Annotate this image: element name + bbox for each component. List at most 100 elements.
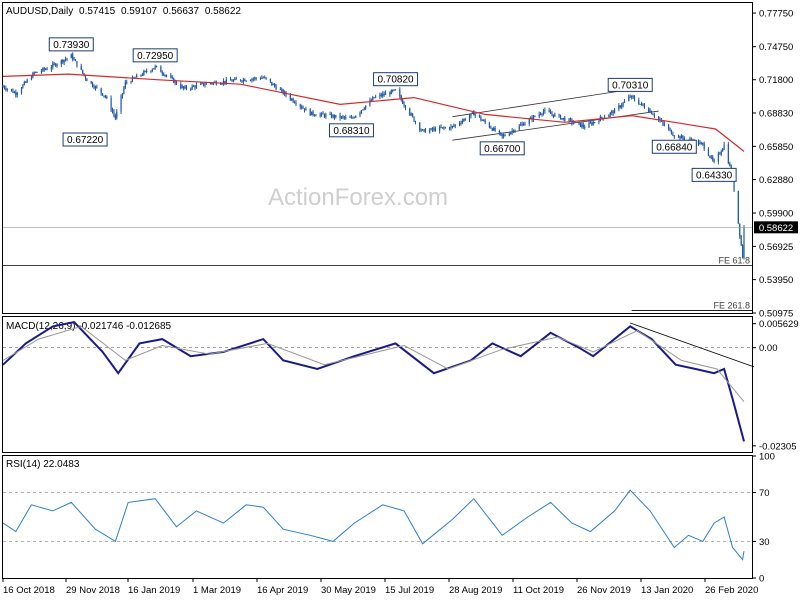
candle-body: [175, 81, 178, 85]
candle-body: [598, 121, 600, 123]
candle-body: [439, 126, 441, 131]
price-y-tick-label: 0.65850: [759, 142, 793, 153]
candle-body: [64, 59, 67, 61]
candle-body: [242, 79, 244, 82]
candle-body: [66, 58, 68, 60]
ohlc-low: 0.56637: [163, 6, 200, 17]
candle-body: [444, 127, 446, 129]
candle-body: [190, 88, 192, 90]
candle-body: [430, 128, 432, 130]
candle-body: [124, 82, 126, 88]
candle-body: [404, 105, 407, 109]
candle-body: [450, 126, 452, 129]
candle-body: [164, 75, 166, 77]
macd-y-tick-label: -0.02305: [759, 441, 797, 452]
candle-body: [322, 113, 324, 115]
candle-body: [414, 121, 417, 123]
x-tick-label: 30 May 2019: [321, 585, 376, 596]
price-annotation-label: 0.73930: [53, 40, 90, 51]
candle-body: [621, 105, 623, 108]
candle-body: [329, 114, 331, 116]
candle-body: [697, 140, 700, 145]
candle-body: [431, 128, 434, 130]
candle-body: [76, 61, 78, 67]
candle-body: [370, 100, 372, 102]
x-tick-label: 28 Aug 2019: [449, 585, 502, 596]
candle-body: [200, 83, 202, 85]
price-y-tick-label: 0.56925: [759, 242, 793, 253]
candle-body: [195, 84, 198, 88]
candle-body: [221, 83, 223, 85]
candle-body: [94, 86, 97, 89]
candle-body: [269, 78, 271, 82]
candle-body: [722, 148, 724, 152]
candle-body: [43, 68, 45, 70]
candle-body: [292, 98, 294, 102]
watermark: ActionForex.com: [268, 184, 448, 211]
candle-body: [184, 86, 186, 89]
candle-body: [588, 122, 590, 128]
candle-body: [458, 123, 461, 125]
candle-body: [569, 118, 572, 120]
candle-body: [549, 112, 552, 114]
candle-body: [528, 119, 530, 124]
price-candles: [2, 52, 745, 260]
candle-body: [154, 65, 156, 69]
candle-body: [538, 114, 540, 117]
ohlc-high: 0.59107: [121, 6, 158, 17]
candle-body: [402, 99, 404, 104]
candle-body: [293, 101, 296, 103]
price-y-tick-label: 0.71800: [759, 75, 793, 86]
candle-body: [601, 116, 603, 118]
candle-body: [130, 81, 132, 83]
candle-body: [55, 63, 57, 66]
candle-body: [332, 115, 334, 118]
candle-body: [170, 75, 172, 78]
candle-body: [520, 124, 522, 126]
candle-body: [612, 111, 614, 114]
candle-body: [379, 94, 381, 97]
candle-body: [713, 160, 715, 162]
candle-body: [265, 77, 267, 79]
candle-body: [403, 103, 405, 106]
candle-body: [521, 123, 523, 125]
candle-body: [508, 133, 510, 136]
last-price-box: [754, 221, 798, 234]
candle-body: [490, 127, 492, 129]
fib-levels: FE 61.8 FE 261.8: [3, 256, 752, 311]
price-annotation-box: [132, 48, 178, 63]
candle-body: [120, 96, 122, 112]
candle-body: [639, 103, 641, 105]
candle-body: [301, 106, 303, 108]
candle-body: [333, 115, 335, 118]
candle-body: [235, 78, 237, 80]
candle-body: [239, 79, 242, 81]
candle-body: [5, 88, 7, 90]
candle-body: [96, 86, 98, 88]
candle-body: [121, 93, 124, 97]
candle-body: [224, 80, 226, 83]
moving-average: [2, 73, 745, 152]
candle-body: [305, 108, 307, 111]
macd-signal-line: [2, 325, 745, 403]
candle-body: [568, 118, 570, 121]
candle-body: [325, 114, 327, 117]
candle-body: [335, 114, 337, 118]
candle-body: [470, 113, 472, 117]
candle-body: [471, 112, 473, 114]
macd-y-axis: 0.005629 0.00 -0.02305: [3, 319, 799, 452]
candle-body: [320, 113, 323, 115]
candle-body: [473, 112, 475, 116]
candle-body: [623, 101, 626, 103]
candle-body: [589, 122, 591, 124]
candle-body: [663, 123, 665, 126]
candle-body: [514, 129, 516, 132]
candle-body: [350, 117, 353, 119]
candle-body: [93, 86, 95, 89]
candle-body: [323, 114, 326, 117]
candle-body: [429, 129, 431, 133]
candle-body: [488, 122, 491, 128]
candle-body: [140, 75, 142, 77]
candle-body: [339, 114, 341, 119]
date-x-axis: 16 Oct 2018 29 Nov 2018 16 Jan 2019 1 Mar 2…: [2, 578, 758, 596]
